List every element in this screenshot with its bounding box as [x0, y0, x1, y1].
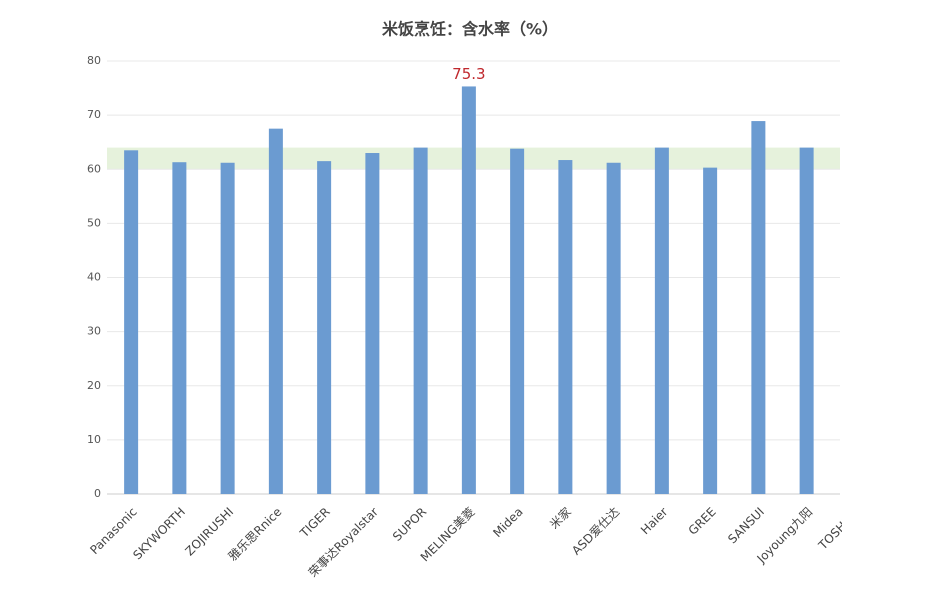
y-tick-label: 50 [87, 216, 101, 229]
y-tick-label: 20 [87, 379, 101, 392]
y-tick-label: 70 [87, 108, 101, 121]
y-tick-label: 30 [87, 325, 101, 338]
x-tick-label: GREE [686, 505, 719, 538]
bar [558, 160, 573, 494]
bar [317, 161, 332, 494]
bar [654, 147, 669, 494]
y-tick-label: 80 [87, 54, 101, 67]
bar [703, 167, 718, 494]
chart-title: 米饭烹饪：含水率（%） [382, 20, 558, 39]
x-tick-label: SKYWORTH [130, 505, 188, 563]
bar [220, 162, 235, 494]
bar [124, 150, 139, 494]
y-tick-label: 40 [87, 271, 101, 284]
x-tick-label: Midea [490, 505, 525, 540]
x-tick-label: SANSUI [725, 505, 767, 547]
y-tick-label: 60 [87, 162, 101, 175]
bar [751, 121, 766, 495]
bar [365, 153, 380, 494]
bar [413, 147, 428, 494]
x-tick-label: ASD爱仕达 [569, 505, 622, 558]
y-tick-label: 0 [94, 487, 101, 500]
bar [799, 147, 814, 494]
bar [172, 162, 187, 494]
bar [461, 86, 476, 494]
x-tick-label: 米家 [546, 504, 574, 532]
data-label: 75.3 [452, 65, 485, 83]
y-tick-label: 10 [87, 433, 101, 446]
x-tick-label: SUPOR [390, 505, 429, 544]
bar [268, 128, 283, 494]
bar [510, 148, 525, 494]
x-tick-label: TIGER [297, 505, 333, 541]
x-tick-label: Haier [638, 505, 671, 538]
x-tick-label: Panasonic [87, 505, 139, 557]
x-tick-label: TOSHIBA [815, 504, 864, 553]
bar [606, 162, 621, 494]
